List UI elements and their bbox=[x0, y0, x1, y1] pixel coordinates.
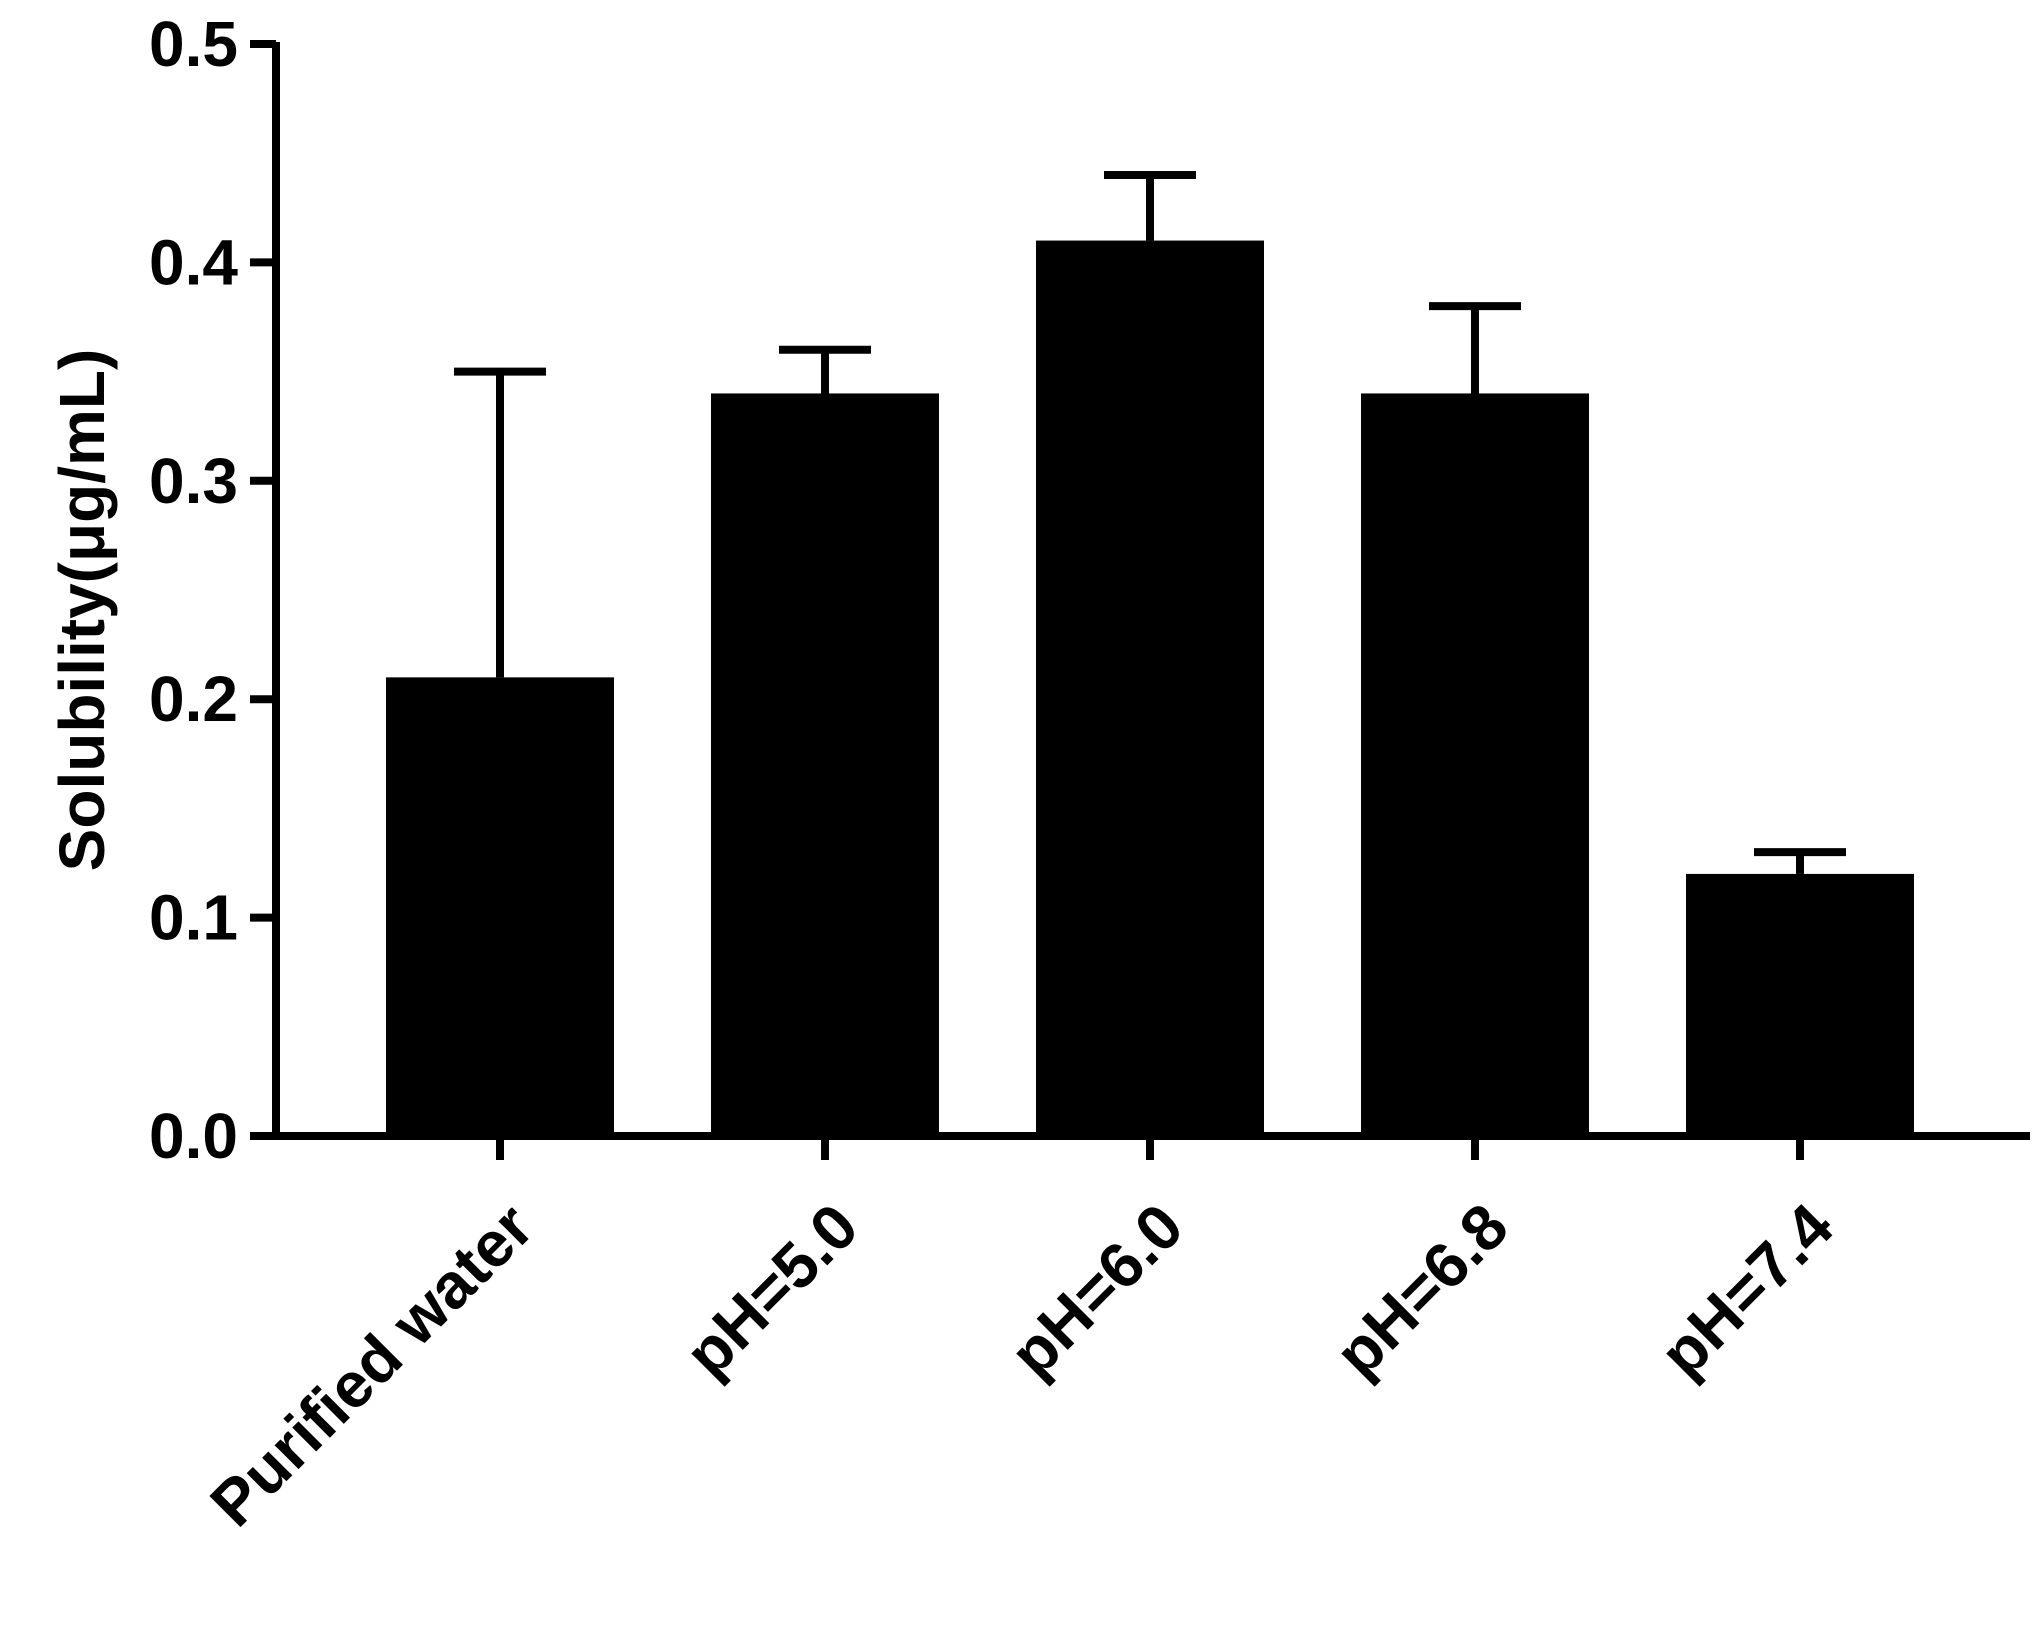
bar bbox=[1686, 873, 1914, 1136]
y-ticks-layer: 0.0 0.1 0.2 0.3 0.4 0.5 bbox=[149, 8, 276, 1172]
bars-layer bbox=[386, 240, 1914, 1136]
y-tick-label: 0.5 bbox=[149, 8, 238, 80]
y-tick-label: 0.0 bbox=[149, 1100, 238, 1172]
x-tick-label: pH=7.4 bbox=[1646, 1190, 1847, 1391]
bar bbox=[1361, 393, 1589, 1136]
bar bbox=[711, 393, 939, 1136]
x-tick-label: pH=5.0 bbox=[671, 1190, 872, 1391]
bar bbox=[386, 677, 614, 1136]
error-bars-layer bbox=[454, 171, 1846, 874]
x-tick-label: Purified water bbox=[197, 1190, 547, 1540]
y-tick-label: 0.4 bbox=[149, 226, 238, 298]
x-ticks-layer: Purified water pH=5.0 pH=6.0 pH=6.8 pH=7.4 bbox=[197, 1136, 1847, 1540]
x-tick-label: pH=6.8 bbox=[1321, 1190, 1522, 1391]
x-tick-label: pH=6.0 bbox=[996, 1190, 1197, 1391]
y-axis-title: Solubility(μg/mL) bbox=[46, 349, 118, 872]
y-tick-label: 0.2 bbox=[149, 663, 238, 735]
y-tick-label: 0.1 bbox=[149, 882, 238, 954]
y-tick-label: 0.3 bbox=[149, 445, 238, 517]
bar bbox=[1036, 240, 1264, 1136]
